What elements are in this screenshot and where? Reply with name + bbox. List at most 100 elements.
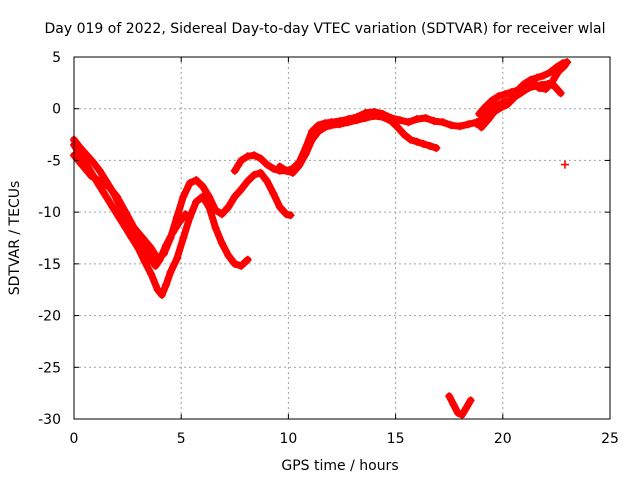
data-point — [462, 403, 471, 412]
data-point — [522, 80, 531, 89]
y-tick-label: 5 — [52, 50, 61, 66]
x-axis-label: GPS time / hours — [281, 458, 398, 474]
data-point — [541, 85, 550, 94]
chart-title: Day 019 of 2022, Sidereal Day-to-day VTE… — [44, 21, 605, 37]
data-point — [327, 121, 336, 130]
data-point — [458, 410, 467, 419]
data-point — [147, 244, 156, 253]
data-point — [87, 171, 96, 180]
data-point — [539, 71, 548, 80]
x-tick-label: 10 — [279, 431, 297, 447]
data-point — [335, 120, 344, 129]
data-point — [224, 202, 233, 211]
data-point — [419, 139, 428, 148]
y-tick-label: -10 — [38, 205, 61, 221]
series-trace — [70, 136, 189, 270]
data-point — [560, 160, 569, 169]
data-point — [361, 114, 370, 123]
data-point — [282, 166, 291, 175]
data-point — [432, 144, 441, 153]
data-point — [314, 127, 323, 136]
data-point — [455, 122, 464, 131]
data-point — [378, 112, 387, 121]
data-point — [413, 137, 422, 146]
data-point — [554, 67, 563, 76]
data-point — [545, 68, 554, 77]
data-point — [78, 161, 87, 170]
data-point — [301, 150, 310, 159]
data-point — [449, 400, 458, 409]
data-point — [108, 202, 117, 211]
data-point — [282, 210, 291, 219]
data-point — [421, 114, 430, 123]
data-point — [172, 254, 181, 263]
data-point — [127, 226, 136, 235]
data-point — [533, 73, 542, 82]
data-point — [108, 187, 117, 196]
data-point — [288, 168, 297, 177]
data-point — [275, 162, 284, 171]
data-point — [269, 189, 278, 198]
data-point — [230, 192, 239, 201]
data-point — [237, 156, 246, 165]
data-point — [121, 213, 130, 222]
data-point — [395, 116, 404, 125]
data-point — [168, 228, 177, 237]
data-point — [82, 151, 91, 160]
data-point — [464, 120, 473, 129]
data-point — [237, 261, 246, 270]
data-point — [404, 118, 413, 127]
data-point — [256, 154, 265, 163]
x-tick-label: 15 — [387, 431, 405, 447]
data-point — [425, 141, 434, 150]
data-point — [453, 408, 462, 417]
data-point — [344, 118, 353, 127]
data-point — [483, 116, 492, 125]
plot-data — [70, 58, 572, 419]
data-point — [166, 268, 175, 277]
data-point — [481, 102, 490, 111]
data-point — [95, 166, 104, 175]
data-point — [490, 107, 499, 116]
y-tick-label: -15 — [38, 257, 61, 273]
data-point — [528, 78, 537, 87]
data-point — [211, 223, 220, 232]
data-point — [430, 117, 439, 126]
data-point — [370, 111, 379, 120]
data-point — [153, 285, 162, 294]
data-point — [147, 255, 156, 264]
data-point — [175, 218, 184, 227]
x-tick-label: 5 — [177, 431, 186, 447]
data-point — [224, 251, 233, 260]
data-point — [393, 123, 402, 132]
data-point — [515, 86, 524, 95]
data-point — [134, 237, 143, 246]
grid — [74, 57, 610, 419]
data-point — [192, 176, 201, 185]
data-point — [230, 259, 239, 268]
y-tick-label: -5 — [47, 153, 61, 169]
y-tick-label: -30 — [38, 412, 61, 428]
y-tick-label: -25 — [38, 360, 61, 376]
x-tick-label: 25 — [601, 431, 619, 447]
data-point — [243, 177, 252, 186]
y-tick-label: -20 — [38, 309, 61, 325]
data-point — [230, 166, 239, 175]
data-point — [307, 135, 316, 144]
data-point — [494, 92, 503, 101]
data-point — [250, 151, 259, 160]
data-point — [560, 61, 569, 70]
data-point — [556, 89, 565, 98]
data-point — [496, 103, 505, 112]
data-point — [535, 84, 544, 93]
data-point — [102, 177, 111, 186]
data-point — [295, 161, 304, 170]
data-point — [198, 182, 207, 191]
data-point — [275, 202, 284, 211]
data-point — [115, 199, 124, 208]
data-point — [243, 255, 252, 264]
data-point — [89, 158, 98, 167]
data-point — [269, 164, 278, 173]
data-series — [70, 135, 190, 270]
